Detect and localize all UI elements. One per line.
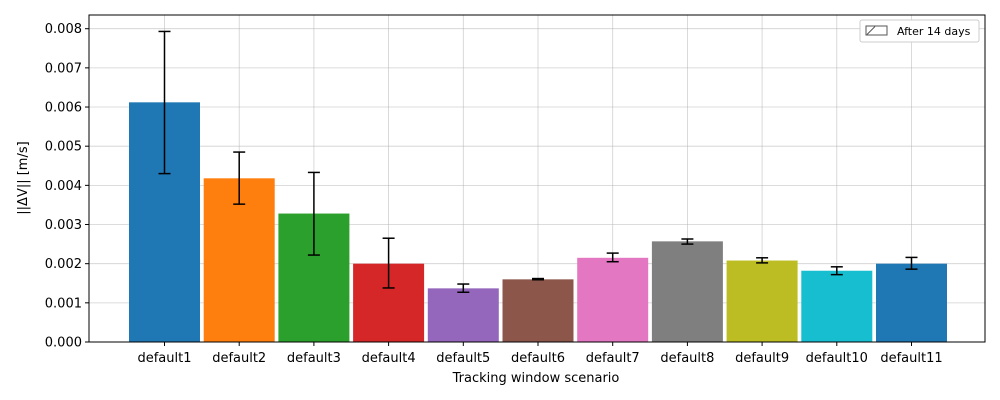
bar-default11 [876, 263, 947, 342]
legend-label: After 14 days [897, 25, 971, 38]
legend: After 14 days [859, 19, 980, 43]
error-bar-default3 [307, 171, 320, 256]
x-tick-label: default4 [362, 351, 416, 366]
y-tick-label: 0.004 [45, 179, 82, 194]
bar-default7 [577, 257, 649, 342]
y-axis-title: ||ΔV|| [m/s] [16, 141, 31, 214]
y-tick-label: 0.002 [45, 257, 82, 272]
y-tick-label: 0.006 [45, 101, 82, 116]
bar-default5 [427, 288, 499, 342]
y-tick-label: 0.007 [45, 61, 82, 76]
error-bar-default10 [830, 266, 843, 276]
x-tick-label: default3 [287, 351, 341, 366]
y-tick-label: 0.008 [45, 22, 82, 37]
x-tick-label: default11 [880, 351, 942, 366]
error-bar-default8 [681, 238, 694, 245]
x-tick-label: default1 [137, 351, 191, 366]
legend-hatch-swatch-icon [865, 25, 888, 36]
plot-frame [88, 14, 986, 343]
x-tick-label: default6 [511, 351, 565, 366]
bars [129, 102, 947, 342]
error-bars [158, 30, 918, 294]
error-bar-default1 [158, 30, 171, 175]
bar-default2 [203, 178, 275, 342]
x-tick-label: default2 [212, 351, 266, 366]
x-tick-label: default7 [586, 351, 640, 366]
error-bar-default7 [606, 252, 619, 263]
bar-default10 [801, 270, 873, 342]
bar-default9 [726, 260, 798, 342]
y-axis-ticks: 0.000 0.001 0.002 0.003 0.004 0.005 0.006 0.007… [45, 22, 89, 351]
x-tick-label: default9 [735, 351, 789, 366]
error-bar-default4 [382, 237, 395, 289]
x-tick-label: default10 [806, 351, 868, 366]
error-bar-default9 [756, 257, 769, 264]
bar-default8 [651, 241, 723, 342]
bar-default6 [502, 279, 574, 342]
error-bar-default6 [532, 277, 544, 281]
error-bar-default2 [233, 151, 246, 205]
x-axis-ticks: default1 default2 default3 default4 default5… [137, 342, 943, 366]
error-bar-default11 [905, 256, 918, 270]
y-tick-label: 0.001 [45, 296, 82, 311]
y-tick-label: 0.005 [45, 140, 82, 155]
x-tick-label: default5 [436, 351, 490, 366]
error-bar-default5 [457, 283, 470, 294]
x-tick-label: default8 [660, 351, 714, 366]
x-axis-title: Tracking window scenario [452, 371, 620, 386]
y-tick-label: 0.000 [45, 336, 82, 351]
y-tick-label: 0.003 [45, 218, 82, 233]
legend-frame [859, 19, 980, 43]
